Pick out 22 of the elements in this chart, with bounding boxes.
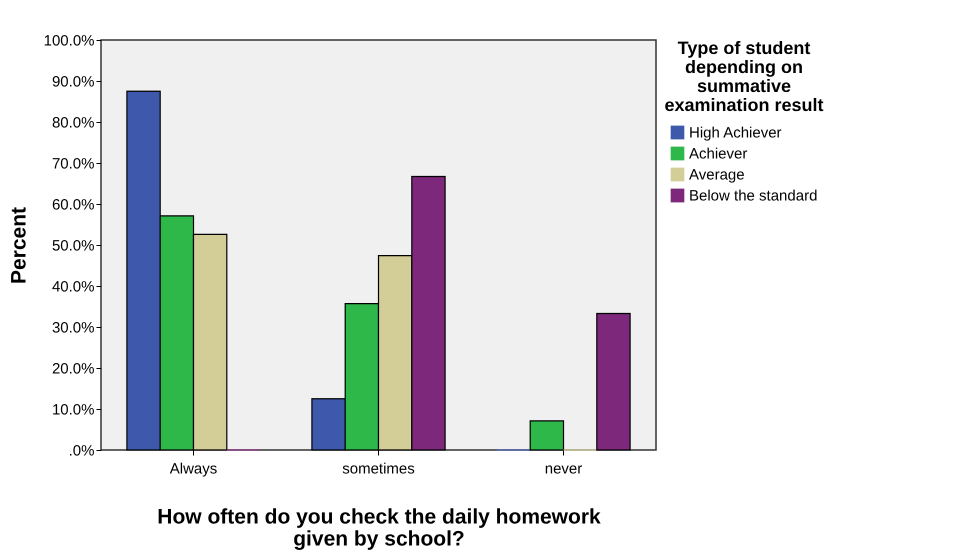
y-tick-label: .0% <box>68 442 94 460</box>
x-tick-label: Always <box>170 460 218 478</box>
x-tick-label: sometimes <box>342 460 415 478</box>
y-tick-label: 70.0% <box>52 156 94 172</box>
y-tick-label: 100.0% <box>44 32 94 50</box>
legend-label: Achiever <box>689 146 748 162</box>
y-tick-label: 10.0% <box>52 402 94 418</box>
x-axis-title: How often do you check the daily homework given by school? <box>157 506 602 550</box>
x-tick-label: never <box>544 460 582 478</box>
y-axis-title: Percent <box>8 206 31 284</box>
legend-label: High Achiever <box>689 124 782 142</box>
y-tick-label: 50.0% <box>52 238 94 254</box>
bar <box>596 312 631 451</box>
y-tick-label: 90.0% <box>52 74 94 90</box>
y-tick-label: 40.0% <box>52 278 94 296</box>
legend-label: Average <box>689 166 745 184</box>
y-tick-label: 60.0% <box>52 196 94 214</box>
y-tick-label: 80.0% <box>52 114 94 132</box>
y-tick-label: 30.0% <box>52 320 94 336</box>
legend-label: Below the standard <box>689 188 818 204</box>
legend-title: Type of student depending on summative examination result <box>664 38 824 115</box>
y-tick-label: 20.0% <box>52 360 94 378</box>
